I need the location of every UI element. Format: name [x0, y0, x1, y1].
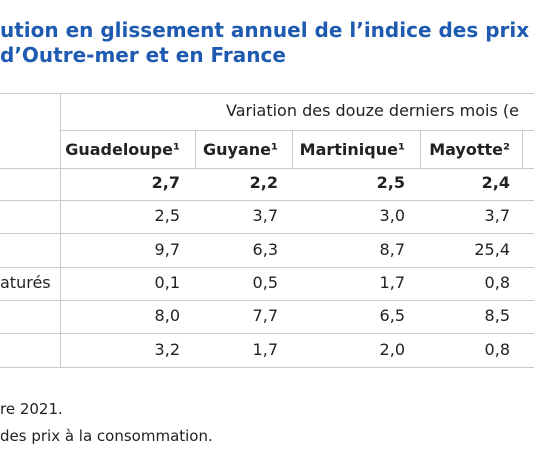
cell: 0,8	[484, 339, 510, 359]
cell: 8,7	[379, 239, 405, 259]
rule	[0, 93, 534, 94]
cell: 0,5	[252, 272, 278, 292]
cell: 3,7	[252, 206, 278, 226]
title-line: ution en glissement annuel de l’indice d…	[0, 18, 534, 42]
cell: 25,4	[474, 239, 510, 259]
title-line: d’Outre-mer et en France	[0, 43, 286, 67]
group-header: Variation des douze derniers mois (e	[226, 101, 519, 120]
rule	[0, 168, 534, 169]
cell: 8,0	[154, 306, 180, 326]
rule	[522, 130, 523, 168]
note: re 2021.	[0, 400, 63, 418]
column-header: Mayotte²	[429, 140, 510, 159]
rule	[195, 130, 196, 168]
cell: 0,8	[484, 272, 510, 292]
cell: 2,5	[376, 173, 405, 192]
cell: 9,7	[154, 239, 180, 259]
cell: 0,1	[154, 272, 180, 292]
cell: 1,7	[379, 272, 405, 292]
rule	[60, 130, 534, 131]
cell: 2,0	[379, 339, 405, 359]
rule	[0, 233, 534, 234]
rule	[0, 367, 534, 368]
cell: 3,0	[379, 206, 405, 226]
cell: 2,5	[154, 206, 180, 226]
column-header: Guadeloupe¹	[65, 140, 180, 159]
rule	[0, 300, 534, 301]
rule	[292, 130, 293, 168]
rule	[60, 93, 61, 367]
cell: 2,4	[481, 173, 510, 192]
rule	[420, 130, 421, 168]
cell: 2,2	[249, 173, 278, 192]
column-header: Guyane¹	[203, 140, 278, 159]
cell: 7,7	[252, 306, 278, 326]
cell: 3,7	[484, 206, 510, 226]
rule	[0, 267, 534, 268]
cell: 6,5	[379, 306, 405, 326]
rule	[0, 200, 534, 201]
column-header: Martinique¹	[299, 140, 405, 159]
cell: 8,5	[484, 306, 510, 326]
rule	[0, 333, 534, 334]
cell: 1,7	[252, 339, 278, 359]
cell: 3,2	[154, 339, 180, 359]
cell: 6,3	[252, 239, 278, 259]
cell: 2,7	[151, 173, 180, 192]
note: des prix à la consommation.	[0, 427, 213, 445]
row-label: aturés	[0, 272, 51, 292]
